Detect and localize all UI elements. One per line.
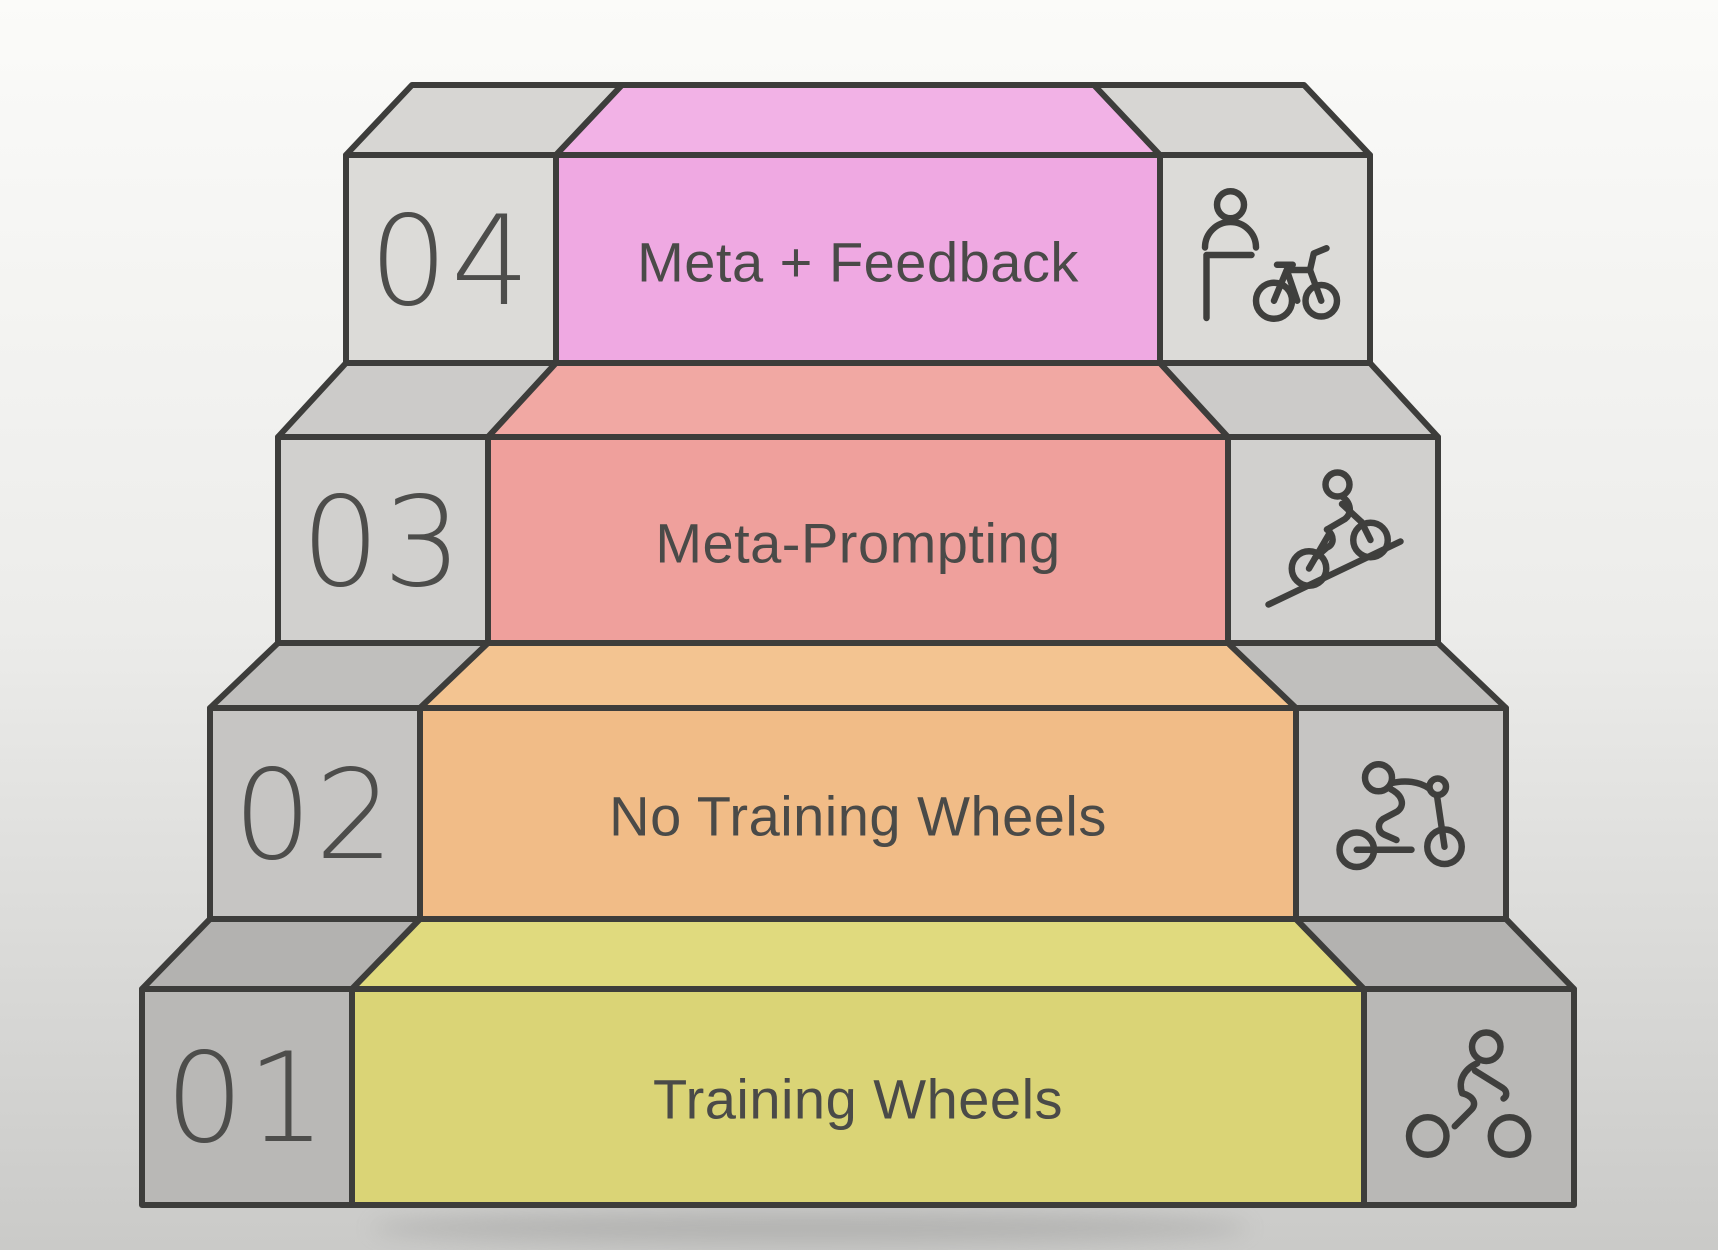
step-02 [207, 640, 1509, 922]
step-04-label: Meta + Feedback [637, 231, 1079, 294]
cyclist-riding-icon [1405, 1029, 1532, 1158]
step-04-number: 04 [369, 190, 533, 334]
step-01-number: 01 [165, 1027, 329, 1171]
staircase-shadow [370, 1212, 1250, 1244]
step-04-tread [553, 82, 1163, 158]
step-02-number: 02 [233, 744, 397, 888]
staircase-steps [139, 82, 1577, 1208]
step-01 [139, 916, 1577, 1208]
step-04 [343, 82, 1373, 366]
step-03-tread [485, 360, 1231, 440]
step-02-label: No Training Wheels [609, 785, 1107, 848]
step-01-tread [349, 916, 1367, 992]
step-texts: 04 Meta + Feedback 03 Meta-Prompting 02 … [165, 190, 1107, 1171]
step-03-label: Meta-Prompting [655, 512, 1060, 575]
cyclist-leaning-forward-icon [1336, 761, 1465, 871]
step-03-number: 03 [301, 471, 465, 615]
step-01-label: Training Wheels [653, 1068, 1063, 1131]
step-03 [275, 360, 1441, 646]
step-02-tread [417, 640, 1299, 711]
person-with-bicycle-icon [1201, 188, 1341, 322]
cyclist-riding-uphill-icon [1265, 469, 1404, 608]
step-02-icon-box [1293, 705, 1509, 922]
step-04-icon-box [1157, 152, 1373, 366]
